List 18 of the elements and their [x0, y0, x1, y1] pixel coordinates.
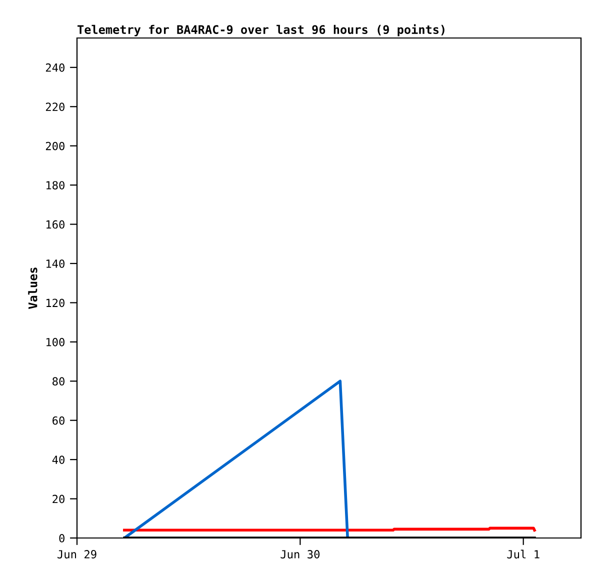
- x-tick-label: Jun 29: [58, 550, 96, 558]
- y-tick-label: 60: [52, 416, 64, 425]
- y-tick-label: 120: [46, 298, 64, 308]
- y-tick-label: 40: [52, 456, 64, 464]
- chart-title: Telemetry for BA4RAC-9 over last 96 hours (9 points): [78, 24, 444, 36]
- y-tick-label: 200: [46, 142, 64, 150]
- y-axis-title: Values: [28, 268, 38, 309]
- y-tick-label: 240: [46, 63, 64, 72]
- y-tick-label: 0: [59, 534, 64, 542]
- y-tick-label: 80: [52, 377, 64, 386]
- y-tick-label: 140: [46, 259, 64, 268]
- y-tick-label: 180: [46, 181, 64, 190]
- y-tick-label: 220: [46, 102, 64, 112]
- x-tick-label: Jul 1: [507, 550, 540, 558]
- x-tick-label: Jun 30: [280, 550, 320, 558]
- y-tick-label: 20: [52, 494, 64, 504]
- y-tick-label: 160: [46, 220, 64, 229]
- y-tick-label: 100: [46, 338, 64, 346]
